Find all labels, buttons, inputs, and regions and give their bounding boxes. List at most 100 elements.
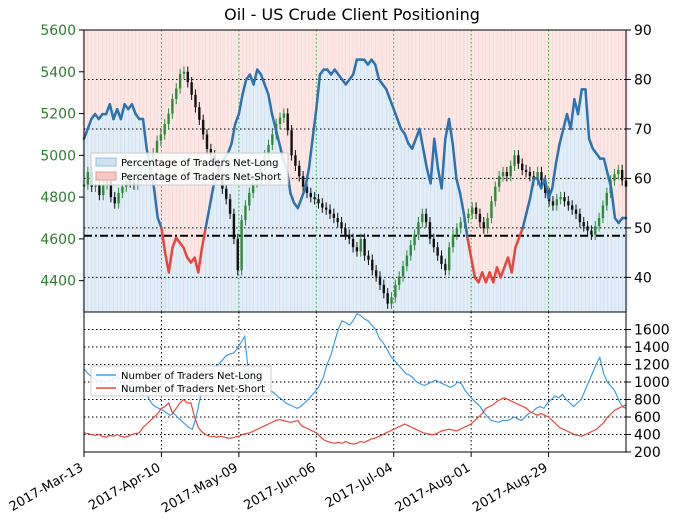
net-short-band: [111, 30, 116, 120]
candle-body: [102, 184, 105, 196]
candle-body: [198, 107, 201, 120]
candle-body: [290, 130, 293, 156]
candle-body: [201, 119, 205, 135]
candle-body: [86, 172, 90, 185]
chart-title: Oil - US Crude Client Positioning: [224, 5, 480, 24]
candle-body: [455, 228, 459, 235]
candle-body: [332, 213, 336, 218]
legend-swatch-net-short: [95, 171, 117, 181]
candle-body: [328, 209, 332, 214]
net-long-band: [332, 69, 338, 312]
net-long-band: [111, 119, 116, 312]
legend-swatch-net-long: [95, 157, 117, 167]
candle-body: [351, 238, 355, 248]
candle-body: [236, 238, 239, 271]
net-long-percentage-segment: [303, 167, 311, 190]
candle-body: [486, 218, 489, 229]
candle-body: [524, 169, 528, 173]
net-short-band: [373, 30, 378, 65]
candle-body: [336, 218, 339, 223]
net-long-percentage-segment: [274, 127, 281, 146]
net-short-band: [469, 30, 474, 258]
net-long-percentage-segment: [429, 137, 436, 185]
candle-body: [371, 259, 374, 271]
candle-body: [178, 73, 182, 89]
net-long-percentage-segment: [160, 226, 167, 254]
net-long-band: [107, 104, 113, 312]
net-long-percentage-segment: [466, 236, 473, 259]
candle-body: [359, 238, 362, 252]
net-long-percentage-segment: [447, 117, 454, 146]
net-short-band: [266, 30, 271, 95]
candle-body: [586, 226, 589, 231]
net-short-band: [262, 30, 268, 85]
net-long-band: [484, 282, 489, 312]
net-short-band: [366, 30, 371, 65]
net-long-percentage-segment: [458, 192, 466, 215]
candle-body: [367, 255, 370, 260]
candle-body: [505, 172, 509, 177]
net-short-band: [107, 30, 113, 105]
net-long-percentage-segment: [499, 266, 506, 279]
net-short-band: [329, 30, 334, 75]
bottom-legend-box: [90, 365, 272, 397]
candle-body: [175, 88, 178, 99]
x-axis-tick-label: 2017-Apr-10: [86, 460, 163, 513]
candle-body: [536, 172, 539, 181]
candle-body: [271, 134, 274, 145]
net-long-band: [469, 257, 474, 312]
candle-body: [113, 197, 116, 204]
legend-label-net-short-count: Number of Traders Net-Short: [121, 384, 265, 395]
net-long-percentage-segment: [315, 73, 322, 111]
candle-body: [159, 134, 163, 141]
net-long-percentage-segment: [289, 192, 296, 205]
candle-body: [244, 205, 247, 221]
net-long-band: [262, 84, 268, 312]
candle-body: [590, 230, 593, 235]
candle-body: [521, 163, 524, 170]
net-long-band: [568, 128, 574, 312]
net-long-percentage-segment: [451, 142, 458, 180]
net-long-percentage-segment: [547, 187, 554, 200]
right-axis-tick-label: 1200: [634, 358, 670, 374]
candle-body: [620, 169, 624, 181]
candle-body: [309, 192, 312, 198]
x-axis-tick-label: 2017-Aug-01: [393, 460, 473, 515]
left-axis-tick-label: 4400: [40, 274, 76, 290]
net-short-band: [487, 30, 493, 273]
net-long-band: [347, 79, 352, 312]
candle-body: [605, 192, 608, 206]
net-long-band: [447, 119, 452, 312]
net-long-percentage-segment: [610, 187, 617, 220]
candle-body: [286, 113, 289, 131]
right-axis-tick-label: 1400: [634, 340, 670, 356]
candle-body: [121, 186, 124, 193]
net-long-percentage-segment: [587, 137, 595, 150]
net-short-band: [85, 30, 91, 129]
net-long-band: [458, 193, 463, 312]
net-long-band: [255, 69, 260, 312]
left-axis-tick-label: 4800: [40, 190, 76, 206]
candle-body: [528, 172, 532, 177]
right-axis-tick-label: 40: [634, 270, 652, 286]
net-short-band: [362, 30, 367, 60]
candle-body: [617, 169, 620, 175]
candle-body: [494, 186, 497, 202]
candle-body: [405, 255, 409, 267]
net-long-percentage-segment: [543, 177, 550, 200]
candle-body: [471, 207, 474, 214]
candle-body: [401, 266, 405, 277]
candle-body: [340, 222, 343, 229]
candle-body: [574, 209, 578, 214]
candle-body: [490, 201, 493, 218]
candle-body: [305, 186, 309, 193]
net-short-count-line: [83, 397, 627, 445]
bottom-legend: Number of Traders Net-Long Number of Trad…: [90, 365, 272, 397]
candle-body: [344, 228, 347, 235]
net-long-percentage-segment: [551, 162, 558, 190]
candle-body: [209, 149, 213, 156]
candle-body: [601, 205, 605, 218]
net-long-percentage-segment: [197, 246, 204, 274]
net-long-percentage-segment: [388, 98, 395, 111]
